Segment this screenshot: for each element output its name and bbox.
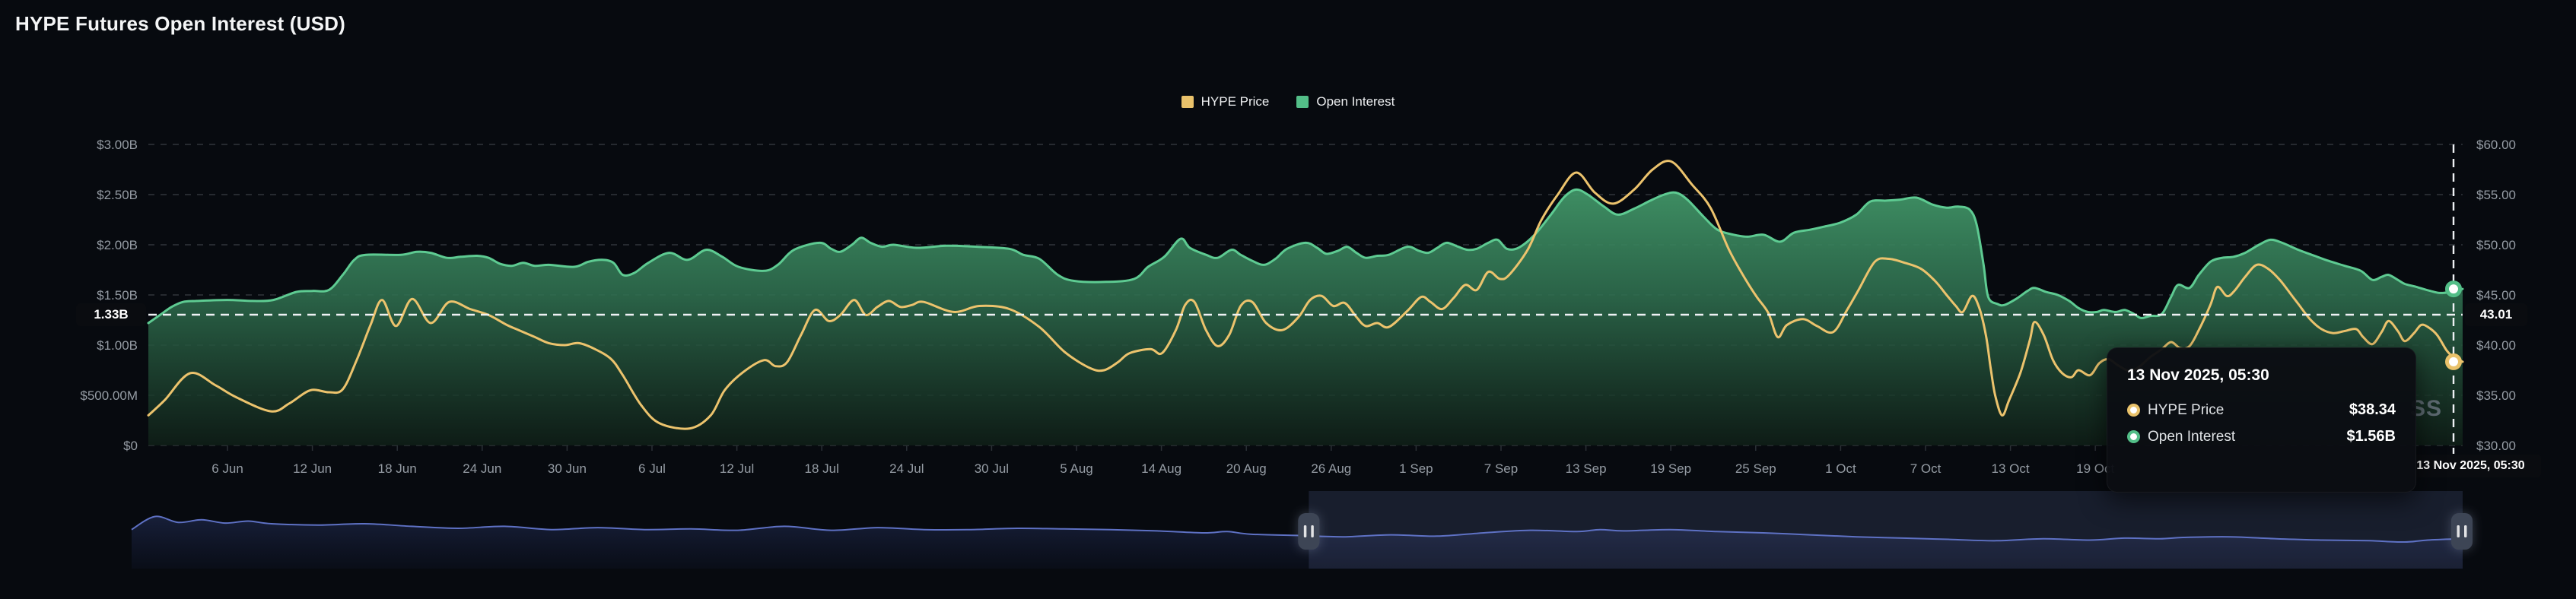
hype-price-dot-icon <box>2127 404 2140 417</box>
x-axis-tick: 13 Sep <box>1566 461 1607 476</box>
x-axis-tick: 5 Aug <box>1060 461 1093 476</box>
right-axis-tick: $60.00 <box>2476 138 2516 152</box>
right-axis-tick: $35.00 <box>2476 388 2516 403</box>
x-axis-tick: 18 Jul <box>805 461 839 476</box>
x-axis-tick: 13 Oct <box>1992 461 2030 476</box>
x-axis-tick: 24 Jun <box>463 461 501 476</box>
x-axis-tick: 12 Jul <box>720 461 754 476</box>
left-axis-tick: $1.50B <box>97 288 138 303</box>
x-axis-tick: 12 Jun <box>293 461 332 476</box>
x-axis-tick: 20 Aug <box>1226 461 1267 476</box>
x-axis-tick: 24 Jul <box>889 461 924 476</box>
left-axis-tick: $3.00B <box>97 138 138 152</box>
x-axis-tick: 26 Aug <box>1311 461 1351 476</box>
x-axis-tick: 7 Oct <box>1910 461 1942 476</box>
x-axis-tick: 30 Jul <box>975 461 1009 476</box>
x-axis-tick: 6 Jun <box>211 461 243 476</box>
open-interest-swatch-icon <box>1296 96 1309 108</box>
x-axis-tick: 6 Jul <box>638 461 666 476</box>
open-interest-area <box>148 189 2463 446</box>
left-axis-tick: $500.00M <box>80 388 138 403</box>
navigator-left-handle[interactable] <box>1298 513 1320 550</box>
x-axis-tick: 30 Jun <box>548 461 587 476</box>
x-axis-tick: 1 Oct <box>1825 461 1856 476</box>
hype-price-line <box>147 160 2464 430</box>
right-axis-tick: $50.00 <box>2476 238 2516 252</box>
page-title: HYPE Futures Open Interest (USD) <box>15 12 346 35</box>
x-axis-tick: 19 Sep <box>1650 461 1691 476</box>
tooltip-label: Open Interest <box>2148 428 2236 445</box>
x-axis-tick: 14 Aug <box>1141 461 1181 476</box>
x-axis-tick: 19 Oct <box>2076 461 2114 476</box>
left-axis-tick: $2.50B <box>97 188 138 202</box>
tooltip-value: $38.34 <box>2349 401 2396 418</box>
x-axis-tick: 1 Sep <box>1399 461 1433 476</box>
right-axis-tick: $45.00 <box>2476 288 2516 303</box>
crosshair-left-value-pill: 1.33B <box>76 303 146 326</box>
legend: HYPE Price Open Interest <box>0 94 2576 109</box>
open-interest-marker-icon <box>2445 280 2462 298</box>
x-axis-tick: 25 Sep <box>1735 461 1776 476</box>
chart-tooltip: 13 Nov 2025, 05:30 HYPE Price $38.34 Ope… <box>2107 347 2416 493</box>
navigator-selected-range[interactable] <box>1309 491 2463 569</box>
crosshair-date-pill: 13 Nov 2025, 05:30 <box>2400 455 2541 477</box>
x-axis-tick: 7 Sep <box>1484 461 1518 476</box>
navigator-right-handle[interactable] <box>2451 513 2473 550</box>
legend-item-hype-price[interactable]: HYPE Price <box>1181 94 1270 109</box>
tooltip-row-open-interest: Open Interest $1.56B <box>2127 428 2396 445</box>
navigator-line <box>131 515 2463 544</box>
crosshair-right-value-pill: 43.01 <box>2465 303 2527 326</box>
legend-item-open-interest[interactable]: Open Interest <box>1296 94 1395 109</box>
left-axis-tick: $1.00B <box>97 338 138 353</box>
open-interest-dot-icon <box>2127 430 2140 443</box>
tooltip-label: HYPE Price <box>2148 401 2225 418</box>
hype-price-marker-icon <box>2445 353 2462 370</box>
right-axis-tick: $30.00 <box>2476 439 2516 453</box>
legend-label: HYPE Price <box>1201 94 1270 109</box>
x-axis-tick: 18 Jun <box>378 461 417 476</box>
right-axis-tick: $40.00 <box>2476 338 2516 353</box>
right-axis-tick: $55.00 <box>2476 188 2516 202</box>
tooltip-date: 13 Nov 2025, 05:30 <box>2127 366 2269 384</box>
tooltip-value: $1.56B <box>2346 428 2396 445</box>
open-interest-line <box>147 188 2464 325</box>
tooltip-row-hype-price: HYPE Price $38.34 <box>2127 401 2396 419</box>
hype-price-swatch-icon <box>1181 96 1194 108</box>
legend-label: Open Interest <box>1316 94 1395 109</box>
left-axis-tick: $0 <box>123 439 138 453</box>
left-axis-tick: $2.00B <box>97 238 138 252</box>
navigator-area[interactable] <box>132 516 2463 569</box>
